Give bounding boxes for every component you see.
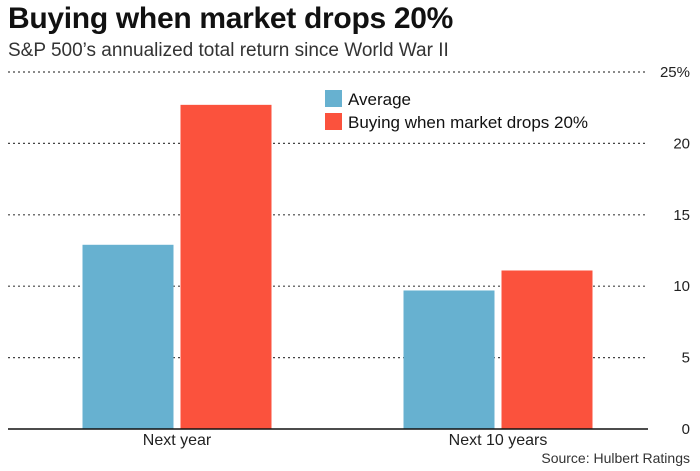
bar-average-next-year: [82, 244, 174, 429]
bar-drop-20-next-10-years: [501, 270, 593, 429]
legend-label: Buying when market drops 20%: [348, 113, 588, 132]
legend-swatch: [325, 90, 342, 107]
y-tick-label: 10: [673, 278, 690, 295]
x-axis-categories: Next year Next 10 years: [143, 432, 548, 449]
bar-drop-20-next-year: [180, 104, 272, 430]
y-tick-label: 25%: [660, 64, 690, 81]
chart-subtitle: S&P 500’s annualized total return since …: [8, 40, 449, 61]
legend: Average Buying when market drops 20%: [325, 90, 588, 132]
y-tick-label: 5: [682, 350, 690, 367]
chart-title: Buying when market drops 20%: [8, 2, 454, 35]
bar-series: [82, 104, 593, 430]
y-tick-label: 20: [673, 135, 690, 152]
bar-average-next-10-years: [403, 290, 495, 429]
x-category-label: Next 10 years: [449, 432, 548, 449]
y-tick-label: 15: [673, 207, 690, 224]
source-note: Source: Hulbert Ratings: [541, 450, 690, 466]
y-tick-label: 0: [682, 421, 690, 438]
legend-label: Average: [348, 90, 411, 109]
legend-swatch: [325, 113, 342, 130]
y-axis-ticks: 0 5 10 15 20 25%: [660, 64, 690, 438]
x-category-label: Next year: [143, 432, 212, 449]
